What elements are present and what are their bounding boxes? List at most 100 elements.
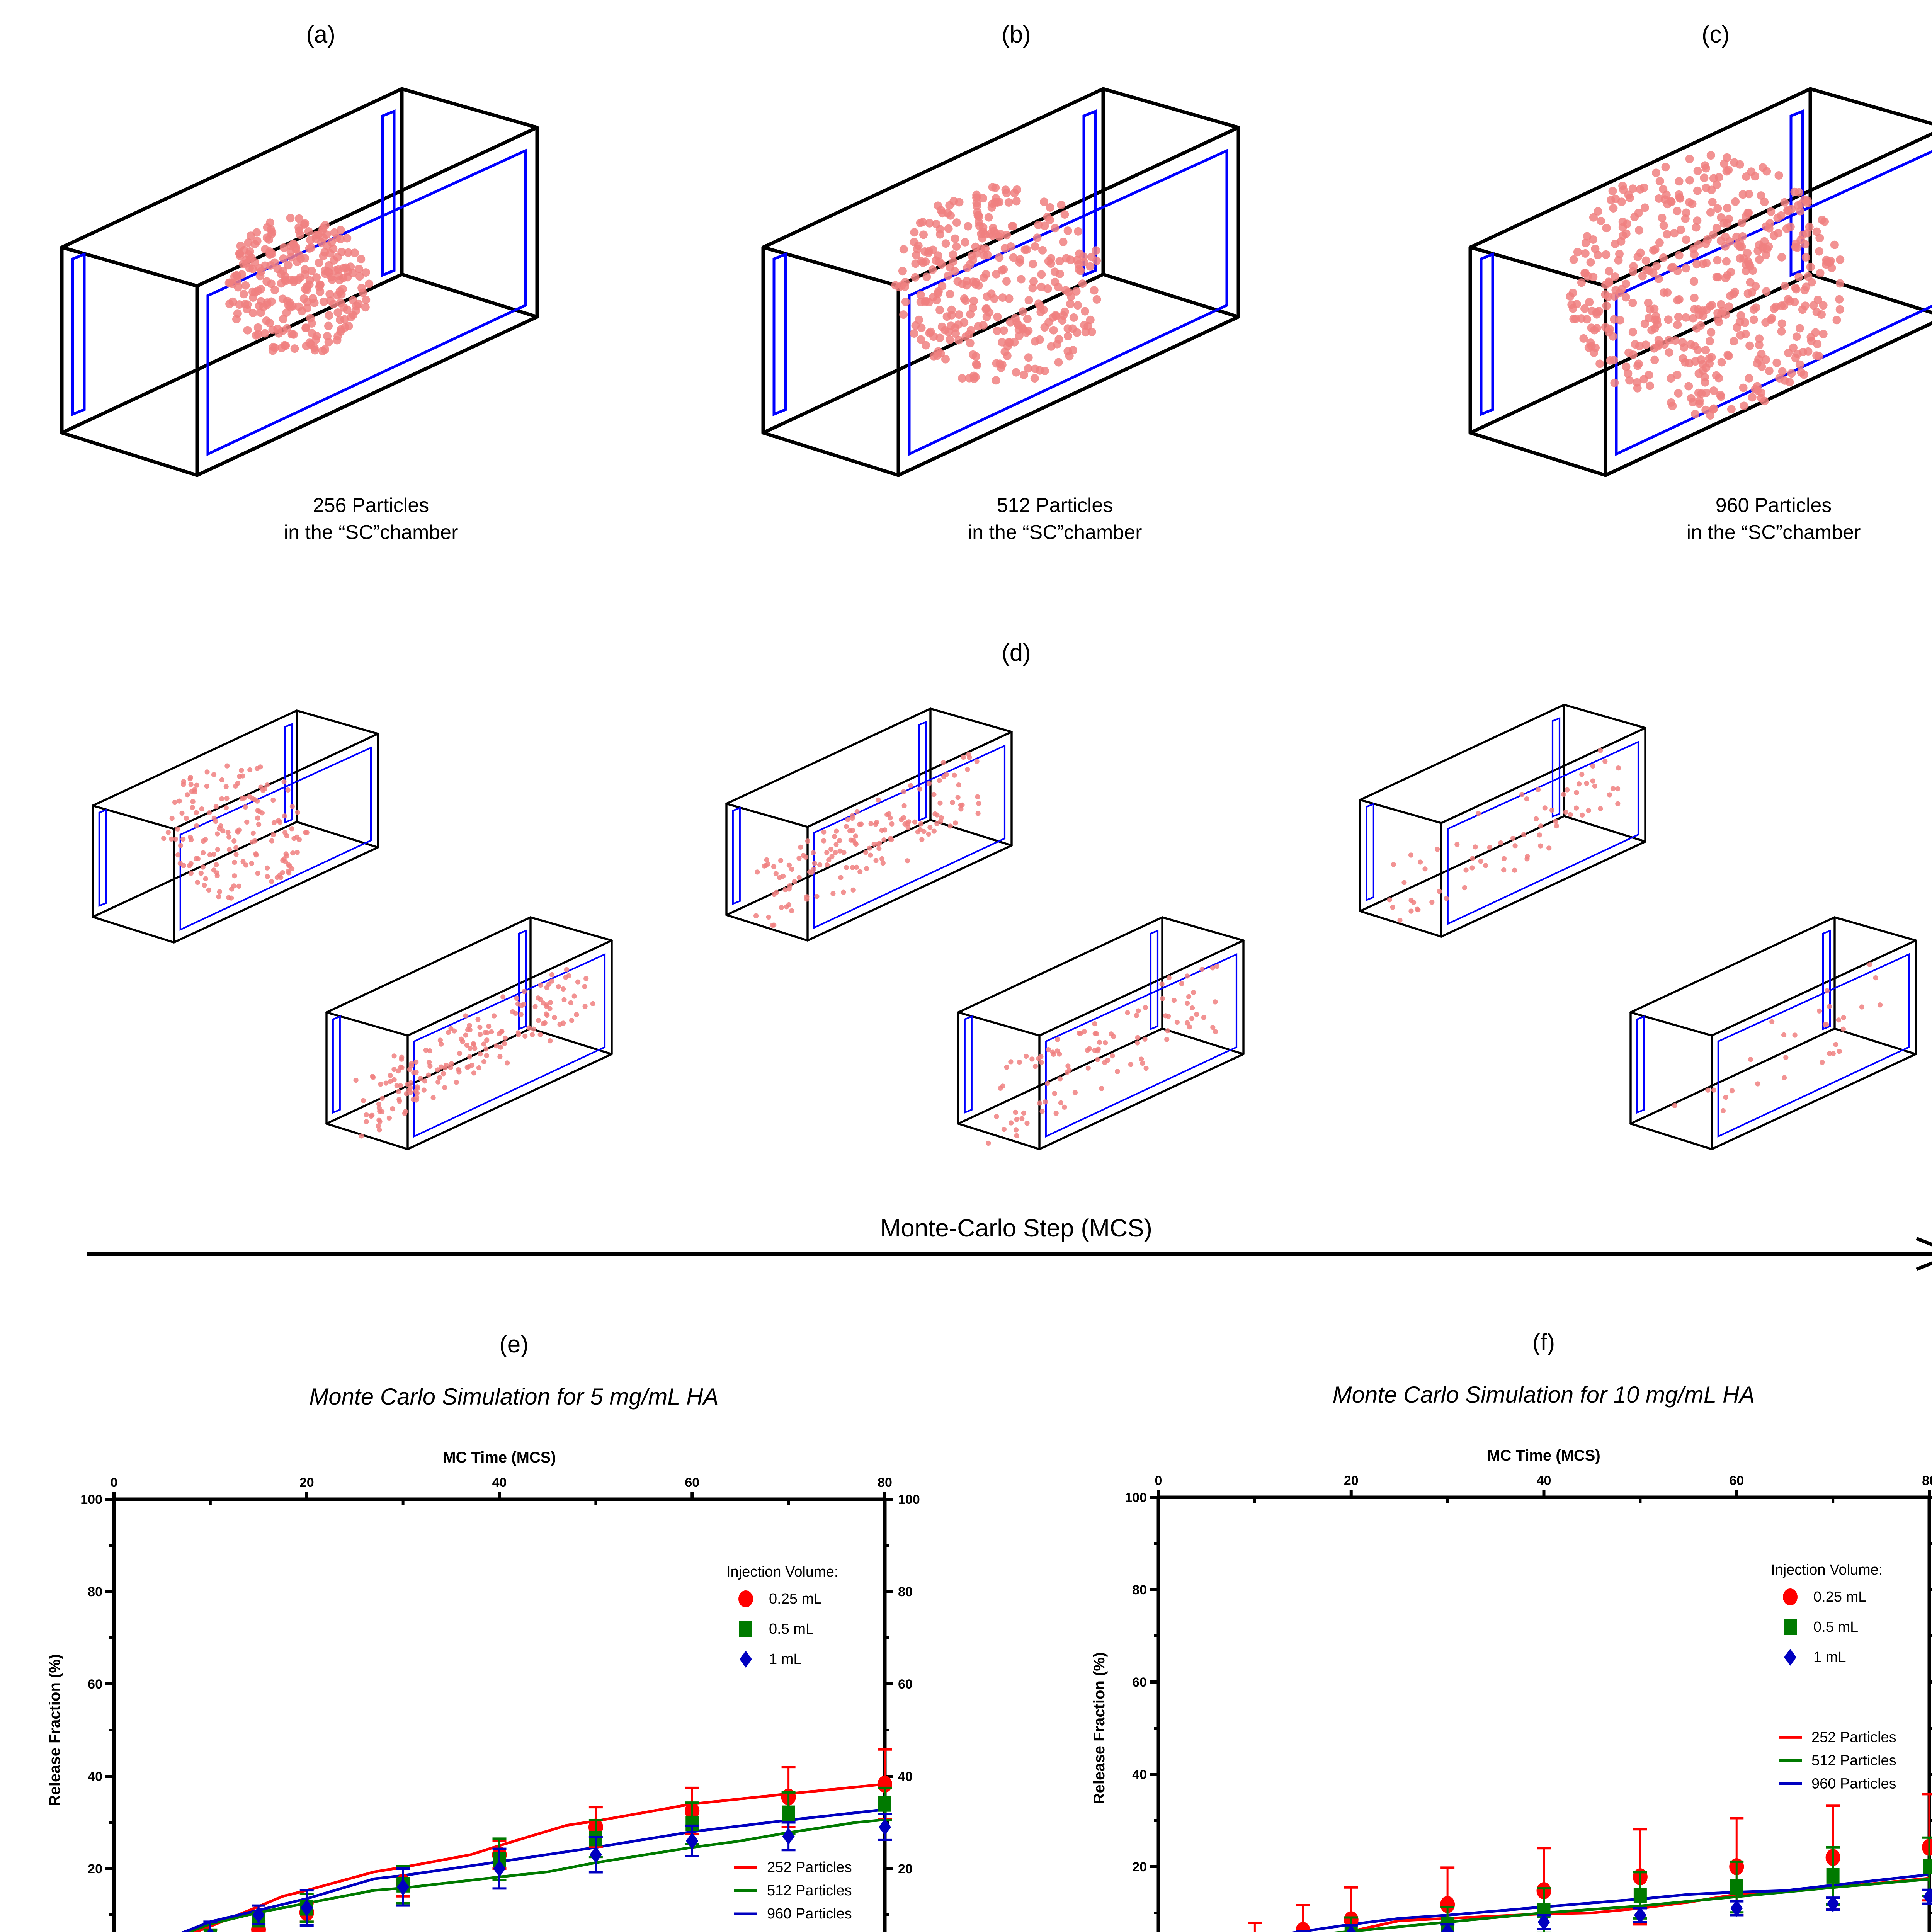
- particle: [1781, 1032, 1787, 1037]
- panel-label-d: (d): [1002, 639, 1031, 666]
- particle: [1777, 319, 1786, 328]
- particle: [1830, 1051, 1836, 1056]
- particle: [248, 309, 257, 317]
- particle: [1745, 374, 1753, 383]
- box-edge: [60, 245, 199, 288]
- particle: [1063, 347, 1072, 355]
- particle: [408, 1080, 413, 1085]
- particle: [876, 846, 882, 851]
- particle: [1790, 187, 1799, 196]
- particle: [172, 799, 178, 805]
- x2-tick-label: 80: [878, 1475, 892, 1490]
- particle: [1877, 1002, 1883, 1008]
- particle: [1058, 316, 1067, 325]
- particle: [1673, 207, 1682, 216]
- particle: [569, 1018, 575, 1023]
- mcs-arrow: [87, 1236, 1932, 1271]
- particle: [1040, 323, 1049, 332]
- particle: [200, 864, 206, 870]
- particle: [1755, 255, 1764, 264]
- particle: [359, 1133, 364, 1139]
- particle: [354, 299, 363, 308]
- particle: [979, 273, 988, 282]
- particle: [1004, 198, 1013, 207]
- particle: [211, 815, 217, 821]
- particle: [1761, 355, 1770, 364]
- particle: [175, 852, 181, 858]
- particle: [1809, 301, 1818, 310]
- particle: [1787, 369, 1796, 378]
- legend-marker-icon: [740, 1651, 752, 1668]
- particle: [937, 778, 942, 783]
- particle: [226, 847, 232, 852]
- particle: [964, 222, 973, 231]
- particle: [206, 887, 212, 893]
- particle: [1743, 289, 1752, 298]
- particle: [188, 834, 193, 840]
- particle: [365, 279, 374, 288]
- x2-tick-label: 60: [685, 1475, 699, 1490]
- particle: [888, 836, 893, 841]
- particle: [1725, 237, 1734, 246]
- particle: [901, 803, 907, 808]
- particle: [337, 325, 345, 334]
- particle: [1052, 1091, 1057, 1096]
- particle: [954, 336, 963, 345]
- particle: [1583, 315, 1592, 324]
- particle: [270, 832, 276, 837]
- x2-tick-label: 0: [1155, 1473, 1162, 1488]
- particle: [1002, 277, 1011, 286]
- particle: [1039, 1060, 1044, 1065]
- particle: [764, 857, 769, 862]
- particle: [1712, 180, 1721, 189]
- particle: [233, 845, 239, 850]
- y-tick-label: 60: [88, 1677, 102, 1692]
- particle: [1051, 311, 1060, 320]
- particle: [1586, 808, 1591, 813]
- particle: [265, 782, 270, 788]
- particle: [1498, 840, 1503, 846]
- box-edge: [761, 87, 1105, 249]
- particle: [1201, 1015, 1207, 1020]
- particle: [211, 852, 216, 857]
- particle: [369, 1114, 374, 1119]
- line-series-960-particles: [1289, 1873, 1930, 1932]
- box-edge: [957, 1122, 1041, 1150]
- particle: [1024, 296, 1033, 304]
- particle: [1651, 312, 1660, 321]
- particle: [477, 1024, 483, 1030]
- data-point: [493, 1860, 506, 1877]
- particle: [312, 273, 321, 282]
- particle: [1646, 381, 1654, 390]
- box-edge: [195, 315, 539, 477]
- particle: [1638, 272, 1647, 281]
- legend-label: 0.25 mL: [769, 1591, 822, 1607]
- particle: [986, 1140, 991, 1146]
- particle: [306, 314, 315, 323]
- particle: [891, 281, 900, 290]
- particle: [1781, 282, 1789, 291]
- particle: [832, 834, 837, 839]
- particle: [1128, 1062, 1134, 1067]
- particle: [1045, 1080, 1050, 1086]
- box-edge: [60, 431, 199, 477]
- particle: [1004, 338, 1013, 347]
- particle: [377, 1127, 382, 1133]
- particle: [868, 821, 874, 827]
- particle: [1546, 845, 1552, 851]
- particle: [899, 310, 908, 319]
- particle: [1795, 324, 1804, 333]
- data-point: [1922, 1838, 1932, 1856]
- particle: [1537, 832, 1542, 838]
- particle: [804, 896, 810, 902]
- particle: [1092, 1031, 1098, 1036]
- particle: [439, 1041, 444, 1047]
- particle: [1822, 1022, 1828, 1027]
- particle: [231, 883, 236, 889]
- particle: [1717, 300, 1725, 309]
- particle: [833, 842, 839, 847]
- particle: [510, 1009, 515, 1015]
- electrode-left-icon: [332, 1015, 341, 1114]
- particle: [817, 862, 823, 867]
- particle: [1679, 354, 1687, 363]
